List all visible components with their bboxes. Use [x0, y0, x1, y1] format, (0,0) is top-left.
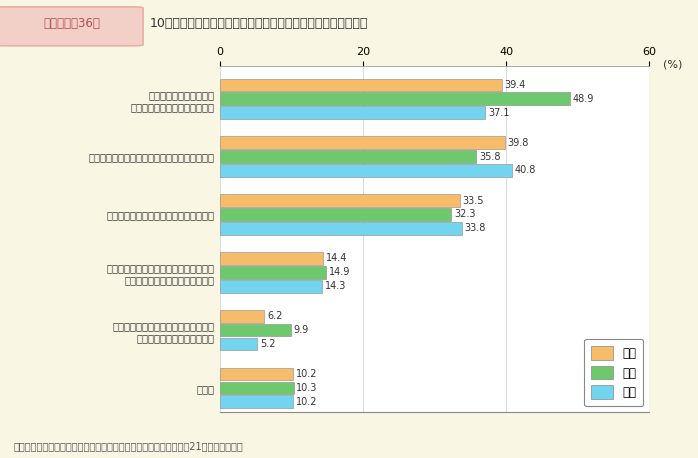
- Text: 6.2: 6.2: [267, 311, 283, 321]
- Bar: [220, 106, 485, 119]
- Text: 14.3: 14.3: [325, 281, 346, 291]
- Bar: [220, 150, 476, 163]
- Text: 14.4: 14.4: [326, 253, 347, 263]
- Text: （備考）内閣府「男女のライフスタイルに関する意識調査」（平成21年）より作成。: （備考）内閣府「男女のライフスタイルに関する意識調査」（平成21年）より作成。: [14, 441, 244, 451]
- Bar: [220, 280, 322, 293]
- Text: 10.3: 10.3: [297, 383, 318, 393]
- Bar: [220, 266, 327, 278]
- Bar: [220, 338, 257, 350]
- Bar: [220, 79, 502, 91]
- Text: (%): (%): [663, 60, 683, 70]
- Bar: [220, 324, 290, 337]
- Bar: [220, 164, 512, 177]
- Text: 39.4: 39.4: [505, 80, 526, 90]
- Text: 40.8: 40.8: [514, 165, 536, 175]
- Bar: [220, 310, 265, 322]
- Bar: [220, 93, 570, 105]
- Legend: 総数, 女性, 男性: 総数, 女性, 男性: [584, 339, 644, 406]
- Text: 35.8: 35.8: [479, 152, 500, 162]
- Text: 39.8: 39.8: [507, 138, 529, 148]
- Text: 5.2: 5.2: [260, 339, 276, 349]
- Text: 37.1: 37.1: [488, 108, 510, 118]
- Text: 10.2: 10.2: [296, 369, 317, 379]
- Bar: [220, 222, 461, 234]
- Text: 10年後のキャリアアップが見通せる理由（性別）（複数回答）: 10年後のキャリアアップが見通せる理由（性別）（複数回答）: [150, 17, 369, 30]
- Text: 14.9: 14.9: [329, 267, 350, 277]
- Text: 10.2: 10.2: [296, 397, 317, 407]
- Text: 9.9: 9.9: [294, 325, 309, 335]
- Bar: [220, 136, 505, 149]
- Bar: [220, 208, 451, 221]
- Bar: [220, 368, 293, 381]
- Text: 33.8: 33.8: [465, 224, 486, 233]
- Text: 48.9: 48.9: [572, 94, 594, 104]
- Bar: [220, 252, 323, 265]
- Bar: [220, 194, 459, 207]
- Text: 33.5: 33.5: [462, 196, 484, 206]
- Bar: [220, 395, 293, 408]
- Text: 第１－特－36図: 第１－特－36図: [43, 17, 100, 30]
- FancyBboxPatch shape: [0, 7, 143, 46]
- Bar: [220, 382, 294, 394]
- Text: 32.3: 32.3: [454, 209, 475, 219]
